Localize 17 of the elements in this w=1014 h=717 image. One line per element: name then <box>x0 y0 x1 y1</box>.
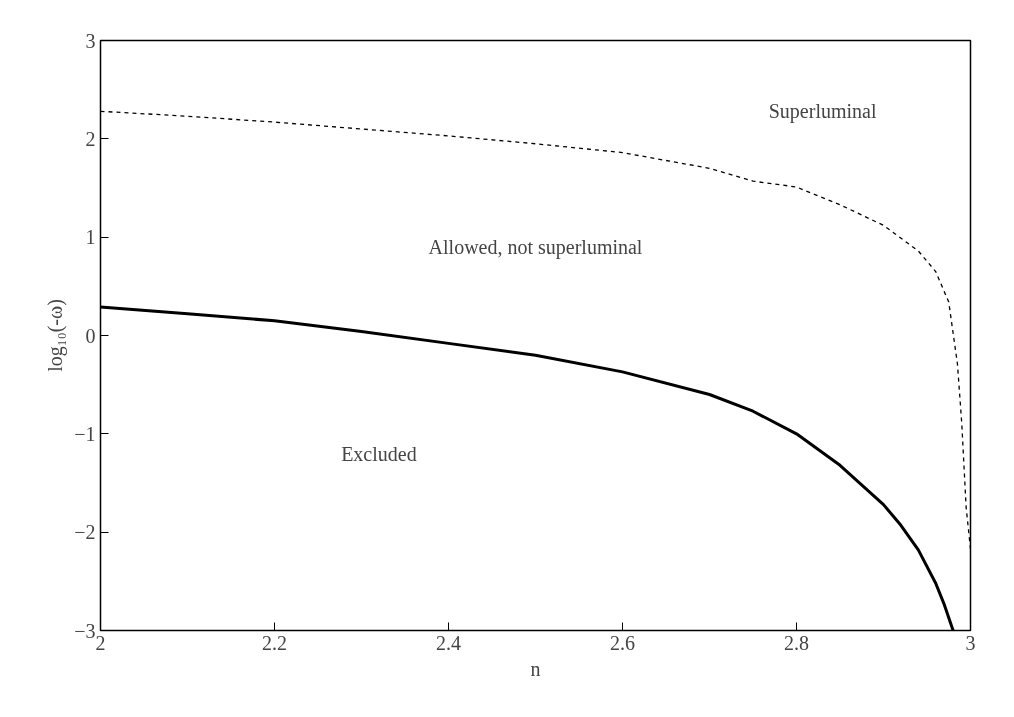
y-tick-label: 3 <box>85 29 96 52</box>
y-tick-label: −3 <box>74 619 96 642</box>
x-tick-label: 2.6 <box>610 631 635 654</box>
annotation: Allowed, not superluminal <box>428 236 643 259</box>
y-tick-label: 0 <box>85 324 96 347</box>
y-tick-label: 2 <box>85 127 96 150</box>
y-tick-label: −2 <box>74 521 96 544</box>
x-axis-title: n <box>530 657 541 680</box>
x-tick-label: 2.8 <box>784 631 809 654</box>
x-tick-label: 2.4 <box>436 631 461 654</box>
y-tick-label: −1 <box>74 422 96 445</box>
y-axis-title: log₁₀(-ω) <box>44 299 68 372</box>
annotation: Superluminal <box>768 100 877 124</box>
y-tick-label: 1 <box>85 226 96 249</box>
annotation: Excluded <box>341 442 417 465</box>
x-tick-label: 2.2 <box>262 631 287 654</box>
x-tick-label: 3 <box>965 631 976 654</box>
